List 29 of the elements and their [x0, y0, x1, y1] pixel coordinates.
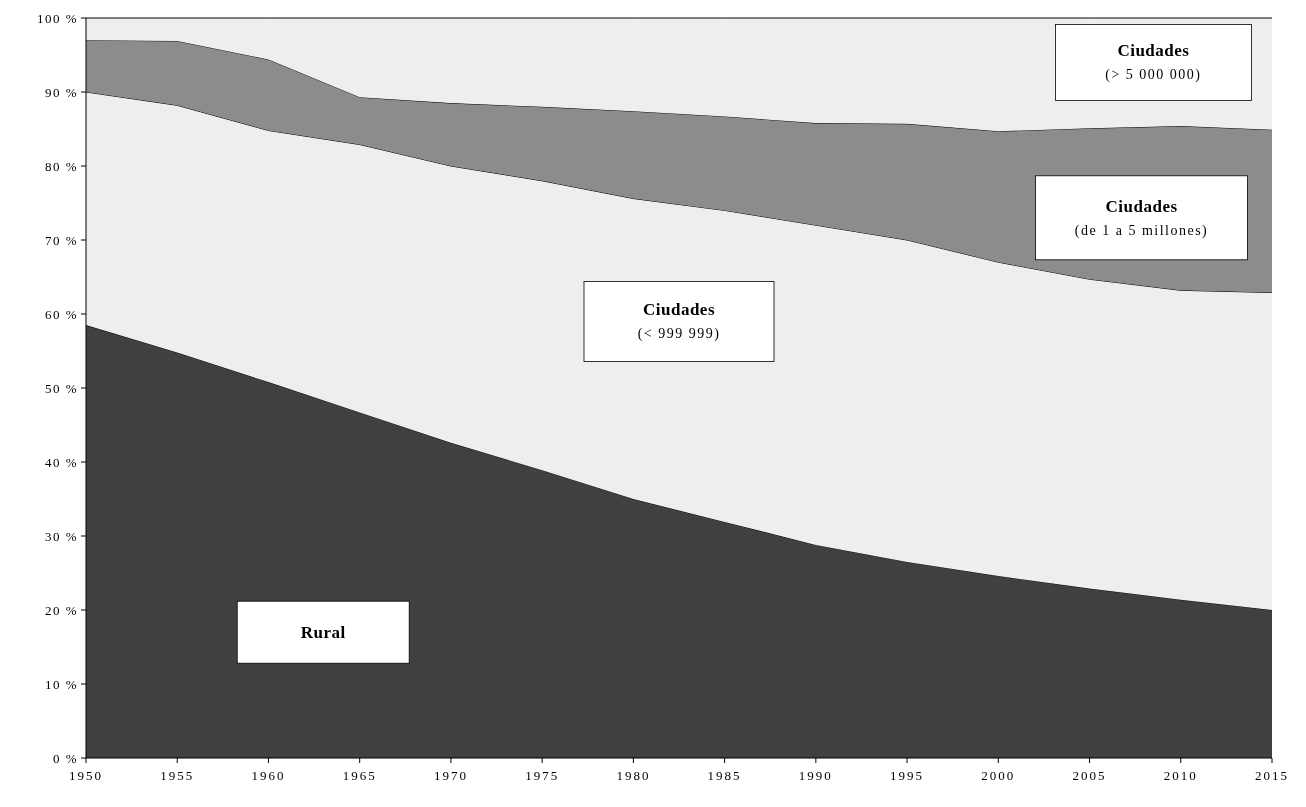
- x-tick-label: 1960: [251, 768, 286, 783]
- y-tick-label: 90 %: [44, 84, 78, 100]
- x-tick-label: 2000: [981, 768, 1016, 783]
- y-tick-label: 40 %: [44, 454, 78, 470]
- y-tick-label: 20 %: [44, 602, 78, 618]
- y-tick-label: 10 %: [44, 676, 78, 692]
- x-tick-label: 1965: [342, 768, 377, 783]
- x-tick-label: 1950: [69, 768, 103, 783]
- y-tick-label: 60 %: [44, 306, 78, 322]
- y-tick-label: 80 %: [44, 158, 78, 174]
- y-tick-label: 0 %: [52, 750, 78, 766]
- y-tick-label: 70 %: [44, 232, 78, 248]
- x-tick-label: 1975: [525, 768, 560, 783]
- x-tick-label: 2015: [1255, 768, 1289, 783]
- x-tick-label: 1980: [616, 768, 651, 783]
- x-tick-label: 2010: [1163, 768, 1198, 783]
- x-tick-label: 1970: [433, 768, 468, 783]
- series-label: Ciudades (< 999 999): [637, 300, 721, 343]
- x-tick-label: 1955: [160, 768, 195, 783]
- y-tick-label: 100 %: [36, 10, 78, 26]
- series-label: Ciudades (> 5 000 000): [1105, 41, 1202, 84]
- x-tick-label: 1990: [798, 768, 833, 783]
- series-label: Ciudades (de 1 a 5 millones): [1074, 196, 1209, 239]
- x-tick-label: 2005: [1072, 768, 1107, 783]
- x-tick-label: 1995: [890, 768, 925, 783]
- x-tick-label: 1985: [707, 768, 742, 783]
- y-tick-label: 50 %: [44, 380, 78, 396]
- y-tick-label: 30 %: [44, 528, 78, 544]
- series-label: Rural: [300, 623, 346, 643]
